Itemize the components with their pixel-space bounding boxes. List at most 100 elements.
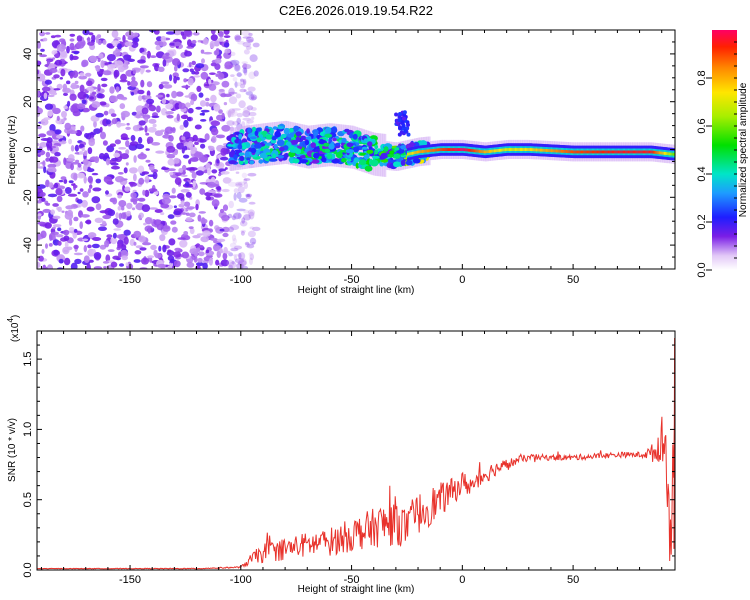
ridge-band-core bbox=[486, 150, 489, 154]
ridge-band-core bbox=[451, 148, 454, 151]
noise-blob bbox=[76, 103, 86, 110]
noise-blob bbox=[66, 209, 73, 217]
noise-blob bbox=[239, 83, 246, 89]
noise-blob bbox=[197, 214, 202, 222]
ridge-band-core bbox=[453, 148, 456, 151]
ridge-band-core bbox=[634, 150, 636, 154]
noise-blob bbox=[243, 49, 250, 55]
noise-blob bbox=[87, 132, 97, 136]
noise-blob bbox=[44, 103, 54, 110]
ridge-spur bbox=[399, 130, 404, 135]
noise-blob bbox=[245, 45, 252, 50]
noise-blob bbox=[131, 41, 139, 48]
noise-blob bbox=[37, 41, 41, 49]
noise-blob bbox=[43, 166, 47, 174]
ridge-band-core bbox=[541, 148, 543, 152]
noise-blob bbox=[153, 249, 158, 257]
noise-blob bbox=[169, 74, 173, 82]
noise-blob bbox=[45, 32, 51, 35]
noise-blob bbox=[49, 234, 53, 241]
y-tick-label: 0 bbox=[22, 146, 34, 152]
noise-blob bbox=[78, 143, 85, 148]
noise-blob bbox=[219, 208, 225, 214]
ridge-blob bbox=[319, 138, 324, 144]
noise-blob bbox=[248, 252, 254, 257]
noise-blob bbox=[135, 245, 143, 249]
noise-blob bbox=[173, 157, 180, 164]
noise-blob bbox=[137, 59, 146, 64]
noise-blob bbox=[161, 56, 171, 60]
noise-blob bbox=[74, 144, 79, 152]
ridge-band-core bbox=[498, 148, 501, 152]
noise-blob bbox=[64, 122, 72, 131]
noise-blob bbox=[37, 261, 41, 268]
noise-blob bbox=[37, 69, 40, 75]
noise-blob bbox=[144, 189, 150, 197]
ridge-band-core bbox=[649, 150, 652, 154]
noise-blob bbox=[99, 244, 106, 250]
noise-blob bbox=[211, 136, 217, 143]
noise-blob bbox=[102, 220, 107, 226]
noise-blob bbox=[144, 217, 153, 225]
ridge-blob bbox=[352, 133, 358, 140]
noise-blob bbox=[130, 192, 137, 199]
noise-blob bbox=[240, 229, 246, 233]
noise-blob bbox=[86, 80, 93, 87]
noise-blob bbox=[161, 108, 167, 116]
noise-blob bbox=[57, 206, 62, 212]
snr-frame bbox=[36, 330, 676, 571]
noise-blob bbox=[105, 158, 110, 166]
ridge-blob bbox=[367, 141, 373, 147]
ridge-band-core bbox=[628, 150, 631, 154]
ridge-spur bbox=[402, 116, 406, 121]
ridge-band-core bbox=[518, 148, 521, 151]
noise-blob bbox=[125, 126, 131, 130]
ridge-band-core bbox=[449, 148, 451, 151]
noise-blob bbox=[181, 85, 191, 89]
ridge-band-core bbox=[506, 148, 509, 151]
ridge-band-core bbox=[640, 150, 643, 154]
noise-blob bbox=[211, 127, 219, 136]
ridge-band-core bbox=[445, 148, 448, 151]
noise-blob bbox=[120, 212, 127, 220]
noise-blob bbox=[42, 266, 48, 269]
noise-blob bbox=[165, 103, 174, 110]
noise-blob bbox=[47, 94, 55, 98]
ridge-blob bbox=[400, 159, 406, 166]
ridge-band-core bbox=[537, 148, 540, 152]
ridge-band-core bbox=[656, 151, 659, 154]
noise-blob bbox=[192, 180, 196, 188]
noise-blob bbox=[243, 107, 251, 114]
noise-blob bbox=[198, 244, 204, 249]
noise-blob bbox=[91, 34, 96, 42]
noise-blob bbox=[110, 113, 117, 117]
ridge-band-core bbox=[459, 148, 461, 151]
noise-blob bbox=[214, 57, 222, 64]
noise-blob bbox=[119, 103, 126, 110]
noise-blob bbox=[242, 63, 248, 70]
noise-blob bbox=[39, 142, 48, 148]
ridge-band-core bbox=[644, 150, 646, 154]
noise-blob bbox=[43, 117, 51, 120]
noise-blob bbox=[234, 258, 245, 264]
ridge-blob bbox=[254, 130, 259, 137]
ridge-band-core bbox=[444, 148, 447, 151]
ridge-band-core bbox=[586, 150, 589, 154]
ridge-band-core bbox=[542, 148, 545, 152]
ridge-spur bbox=[400, 120, 405, 125]
noise-blob bbox=[137, 153, 147, 160]
ridge-band-core bbox=[442, 148, 445, 151]
ridge-spur bbox=[397, 118, 402, 123]
noise-blob bbox=[185, 102, 191, 108]
ridge-band-core bbox=[625, 150, 628, 154]
noise-blob bbox=[160, 167, 170, 170]
noise-blob bbox=[202, 230, 211, 237]
noise-blob bbox=[99, 210, 109, 214]
ridge-band-core bbox=[554, 149, 557, 153]
noise-blob bbox=[143, 222, 147, 226]
ridge-blob bbox=[251, 126, 257, 133]
ridge-band-core bbox=[583, 150, 586, 154]
noise-blob bbox=[200, 109, 210, 113]
noise-blob bbox=[112, 49, 121, 57]
noise-blob bbox=[59, 38, 66, 43]
